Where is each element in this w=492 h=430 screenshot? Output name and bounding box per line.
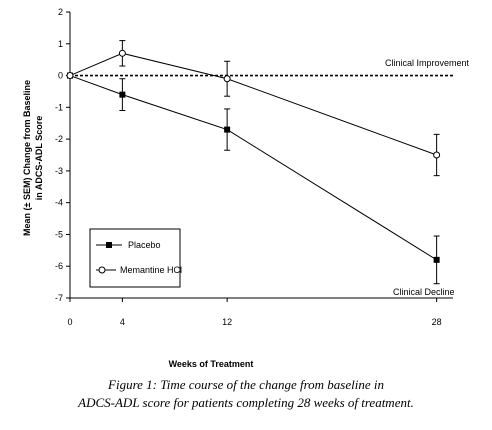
y-tick-label: 0 [58,71,63,81]
data-point-memantine [66,72,74,80]
data-point-memantine [118,49,126,57]
y-tick-label: 2 [58,7,63,17]
y-axis-label-line1: Mean (± SEM) Change from Baseline [22,80,32,236]
series-group [66,40,441,285]
y-tick-label: -4 [55,198,63,208]
data-point-placebo [433,256,440,263]
annotation-clinical-improvement: Clinical Improvement [385,58,470,68]
legend: Placebo Memantine HCl [89,228,182,288]
data-point-memantine [223,75,231,83]
legend-marker-memantine [98,266,106,274]
legend-label-placebo: Placebo [128,240,161,250]
data-point-placebo [224,126,231,133]
x-tick-label: 4 [120,317,125,327]
y-tick-label: -7 [55,293,63,303]
legend-box [89,228,181,288]
x-tick-label: 28 [432,317,442,327]
data-point-memantine [433,151,441,159]
legend-label-memantine: Memantine HCl [120,265,182,275]
annotation-clinical-decline: Clinical Decline [393,287,455,297]
axes: 2 1 0 -1 -2 -3 -4 -5 -6 -7 0 4 12 28 [55,7,453,327]
figure-caption: Figure 1: Time course of the change from… [0,376,492,412]
x-tick-label: 12 [222,317,232,327]
x-axis-label: Weeks of Treatment [169,359,254,369]
data-point-placebo [119,91,126,98]
y-tick-label: -6 [55,261,63,271]
series-line-0 [69,75,437,261]
legend-marker-placebo [106,242,112,248]
caption-line-2: ADCS-ADL score for patients completing 2… [78,395,414,410]
y-tick-label: -5 [55,229,63,239]
x-tick-label: 0 [67,317,72,327]
caption-line-1: Figure 1: Time course of the change from… [108,377,384,392]
y-tick-label: 1 [58,39,63,49]
y-tick-label: -1 [55,102,63,112]
series-line-1 [69,52,437,156]
y-tick-label: -3 [55,166,63,176]
y-tick-label: -2 [55,134,63,144]
y-axis-label-line2: in ADCS-ADL Score [34,116,44,201]
labels-group: Mean (± SEM) Change from Baseline in ADC… [22,58,470,369]
